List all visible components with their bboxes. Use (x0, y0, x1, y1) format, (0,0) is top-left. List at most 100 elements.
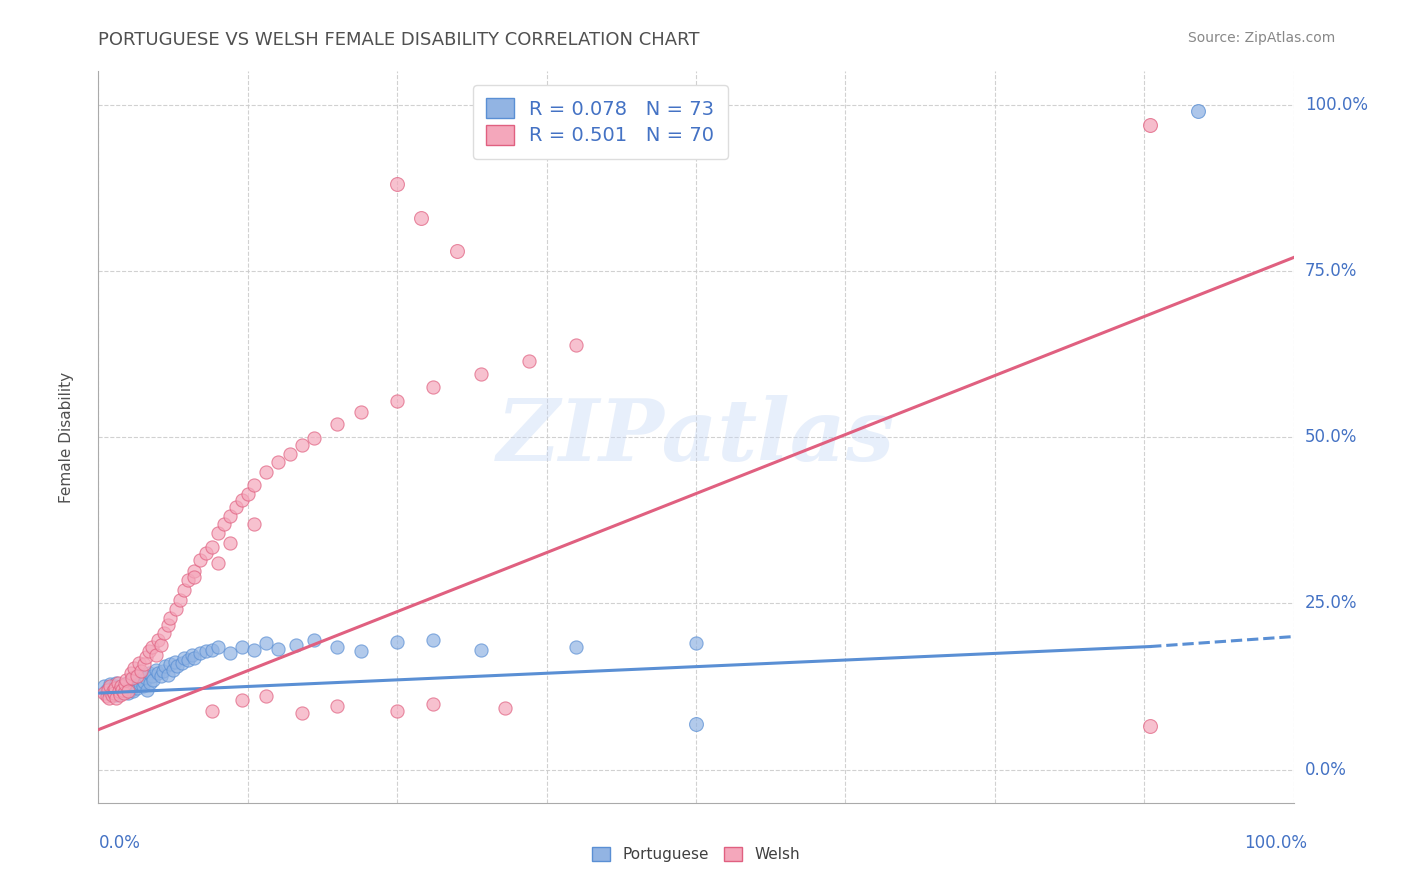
Point (207, 557, 229, 571)
Point (254, 636, 277, 650)
Point (291, 438, 314, 452)
Point (115, 673, 138, 687)
Point (122, 684, 145, 698)
Point (183, 570, 205, 584)
Point (284, 638, 307, 652)
Point (326, 640, 349, 654)
Point (385, 178, 409, 192)
Point (100, 685, 122, 699)
Point (517, 353, 540, 368)
Text: 50.0%: 50.0% (1305, 428, 1357, 446)
Point (207, 526, 229, 541)
Point (131, 664, 153, 678)
Point (107, 676, 129, 690)
Point (129, 677, 152, 691)
Point (96, 690, 118, 704)
Point (124, 680, 146, 694)
Point (139, 676, 162, 690)
Point (111, 682, 134, 697)
Text: 25.0%: 25.0% (1305, 594, 1357, 612)
Point (135, 649, 157, 664)
Point (101, 684, 124, 698)
Point (105, 688, 128, 702)
Point (128, 656, 150, 670)
Point (385, 704, 409, 718)
Point (195, 644, 218, 658)
Point (169, 593, 191, 607)
Point (267, 641, 290, 656)
Point (141, 640, 163, 654)
Point (108, 688, 131, 702)
Point (132, 657, 155, 672)
Point (98, 680, 122, 694)
Point (385, 635, 409, 649)
Text: 75.0%: 75.0% (1305, 262, 1357, 280)
Point (350, 405, 373, 419)
Point (131, 669, 153, 683)
Point (201, 540, 224, 554)
Point (422, 632, 444, 647)
Point (565, 338, 588, 352)
Point (142, 673, 165, 687)
Point (231, 692, 253, 706)
Point (201, 704, 224, 718)
Point (127, 673, 149, 687)
Text: 0.0%: 0.0% (98, 834, 141, 852)
Point (149, 638, 172, 652)
Point (219, 508, 242, 523)
Point (159, 611, 181, 625)
Point (685, 717, 707, 731)
Point (302, 632, 325, 647)
Point (115, 676, 138, 690)
Point (207, 640, 229, 654)
Legend: Portuguese, Welsh: Portuguese, Welsh (586, 841, 806, 868)
Point (243, 478, 266, 492)
Point (97, 682, 120, 697)
Point (98, 677, 122, 691)
Point (1139, 118, 1161, 132)
Point (125, 681, 148, 696)
Point (125, 669, 148, 683)
Point (166, 659, 188, 673)
Point (180, 648, 202, 663)
Point (278, 447, 301, 461)
Point (135, 671, 157, 685)
Point (107, 685, 129, 699)
Point (243, 643, 266, 657)
Point (105, 690, 128, 705)
Point (124, 676, 146, 690)
Point (132, 674, 155, 689)
Point (115, 684, 138, 698)
Point (138, 644, 160, 658)
Point (385, 393, 409, 408)
Point (110, 680, 132, 694)
Point (96, 682, 118, 697)
Text: PORTUGUESE VS WELSH FEMALE DISABILITY CORRELATION CHART: PORTUGUESE VS WELSH FEMALE DISABILITY CO… (98, 31, 700, 49)
Point (188, 553, 211, 567)
Point (103, 683, 125, 698)
Point (124, 661, 146, 675)
Point (110, 686, 132, 700)
Text: 100.0%: 100.0% (1305, 95, 1368, 113)
Point (159, 657, 181, 672)
Point (117, 686, 139, 700)
Point (326, 699, 349, 714)
Point (114, 681, 136, 696)
Point (103, 686, 125, 700)
Point (243, 516, 266, 531)
Point (219, 646, 242, 660)
Point (98, 684, 121, 698)
Point (97, 686, 120, 700)
Point (201, 643, 224, 657)
Point (93, 686, 115, 700)
Point (163, 655, 186, 669)
Point (105, 676, 128, 690)
Point (685, 636, 707, 650)
Point (153, 626, 176, 640)
Point (98, 690, 121, 705)
Point (107, 684, 129, 698)
Point (302, 431, 325, 445)
Point (162, 663, 184, 677)
Point (236, 486, 259, 500)
Point (267, 455, 290, 469)
